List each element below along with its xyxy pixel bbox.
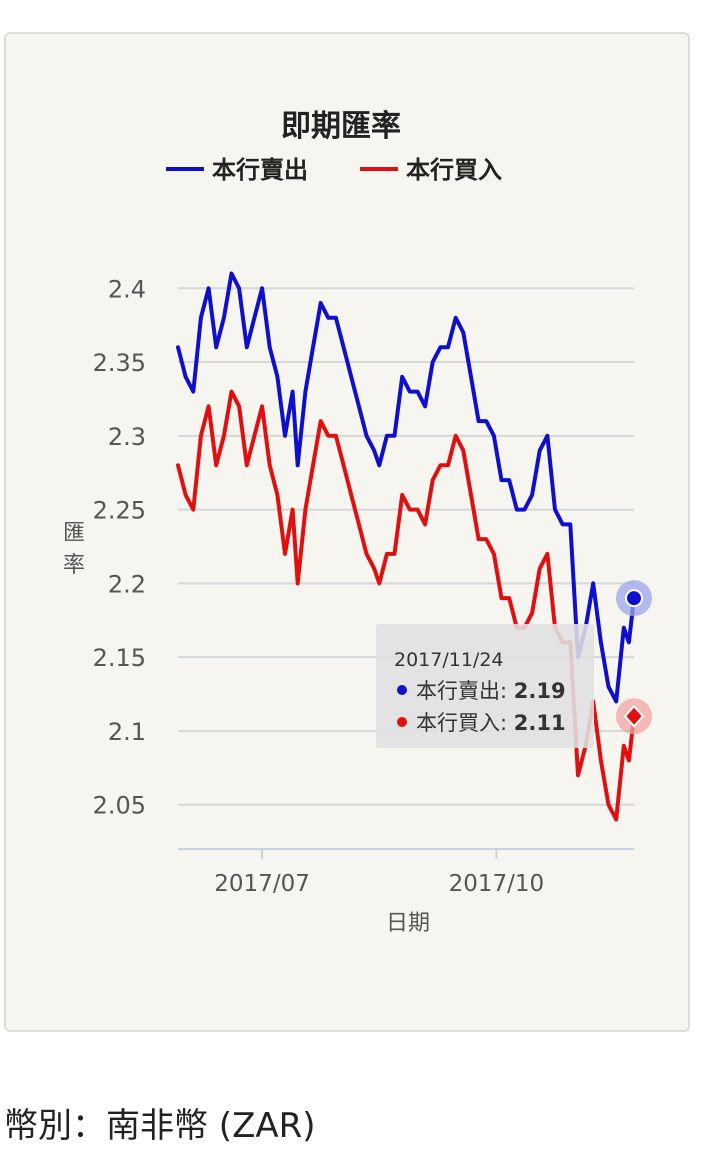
tooltip-dot-buy (397, 717, 407, 727)
tooltip-row-sell: 本行賣出: 2.19 (416, 679, 566, 703)
y-tick-label: 2.05 (93, 792, 146, 820)
tooltip-row-buy: 本行買入: 2.11 (416, 711, 566, 735)
y-axis-label-char-2: 率 (63, 553, 85, 578)
hover-markers (616, 580, 652, 735)
legend-item-buy[interactable]: 本行買入 (360, 156, 502, 184)
y-tick-label: 2.2 (108, 570, 146, 598)
y-tick-label: 2.4 (108, 275, 146, 303)
chart-title: 即期匯率 (281, 109, 401, 144)
grid-lines (178, 287, 634, 850)
chart-card: 即期匯率 本行賣出 本行買入 2.05 2.1 2.15 2.2 2.25 2.3 2.35… (4, 32, 690, 1032)
legend-label-buy: 本行買入 (406, 156, 502, 184)
x-axis-ticks: 2017/07 2017/10 (214, 849, 544, 897)
y-axis-label-char-1: 匯 (63, 521, 85, 546)
tooltip-value-sell: 2.19 (514, 679, 566, 703)
tooltip-label-sell: 本行賣出: (416, 679, 514, 703)
y-tick-label: 2.1 (108, 718, 146, 746)
series-line-buy[interactable] (176, 389, 636, 822)
tooltip: 2017/11/24 本行賣出: 2.19 本行買入: 2.11 (376, 624, 594, 748)
legend[interactable]: 本行賣出 本行買入 (166, 156, 502, 184)
y-tick-label: 2.35 (93, 349, 146, 377)
exchange-rate-chart[interactable]: 即期匯率 本行賣出 本行買入 2.05 2.1 2.15 2.2 2.25 2.3 2.35… (6, 34, 692, 1034)
hover-point-sell (625, 589, 643, 608)
tooltip-dot-sell (397, 685, 407, 695)
hover-point-buy (623, 704, 645, 728)
tooltip-value-buy: 2.11 (514, 711, 566, 735)
y-tick-label: 2.15 (93, 644, 146, 672)
legend-item-sell[interactable]: 本行賣出 (166, 156, 308, 184)
series-line-sell[interactable] (176, 271, 636, 704)
currency-label: 幣別：南非幣 (ZAR) (4, 1106, 316, 1146)
tooltip-box (376, 624, 594, 748)
tooltip-label-buy: 本行買入: (416, 711, 514, 735)
x-axis-label: 日期 (386, 911, 430, 936)
y-tick-label: 2.25 (93, 497, 146, 525)
y-tick-label: 2.3 (108, 423, 146, 451)
legend-label-sell: 本行賣出 (212, 156, 308, 184)
x-tick-label: 2017/10 (449, 871, 545, 897)
y-axis-ticks: 2.05 2.1 2.15 2.2 2.25 2.3 2.35 2.4 (93, 275, 146, 819)
tooltip-date: 2017/11/24 (394, 649, 504, 671)
x-tick-label: 2017/07 (214, 871, 310, 897)
